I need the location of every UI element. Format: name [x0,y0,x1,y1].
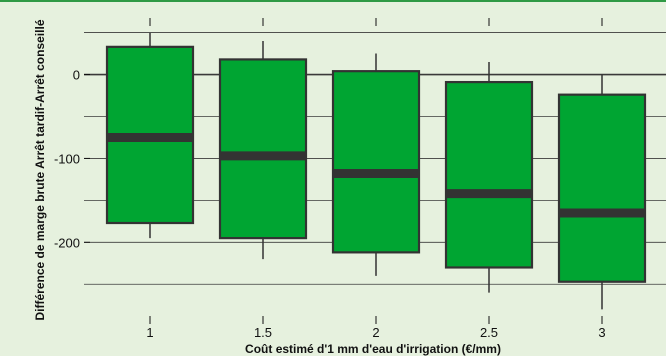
box-body [444,80,534,269]
box-3 [557,74,647,310]
box-1.5 [218,40,308,260]
y-tick-label: -100 [54,151,80,166]
x-tick-label: 1.5 [254,325,272,340]
x-tick-label: 2 [372,325,379,340]
x-tick-label: 1 [146,325,153,340]
y-tick-label: -200 [54,235,80,250]
box-2.5 [444,61,534,293]
x-tick-label: 2.5 [480,325,498,340]
y-ticks: 0 -100 -200 [54,68,90,250]
box-body [331,70,421,254]
x-tick-label: 3 [598,325,605,340]
box-body [557,93,647,283]
x-ticks: 1 1.5 2 2.5 3 [146,18,606,340]
box-1 [105,32,195,239]
box-2 [331,53,421,276]
y-tick-label: 0 [73,68,80,83]
x-axis-title: Coût estimé d'1 mm d'eau d'irrigation (€… [245,342,501,356]
boxes-group [105,32,647,310]
box-body [218,58,308,240]
y-axis-title: Différence de marge brute Arrêt tardif-A… [33,19,47,320]
